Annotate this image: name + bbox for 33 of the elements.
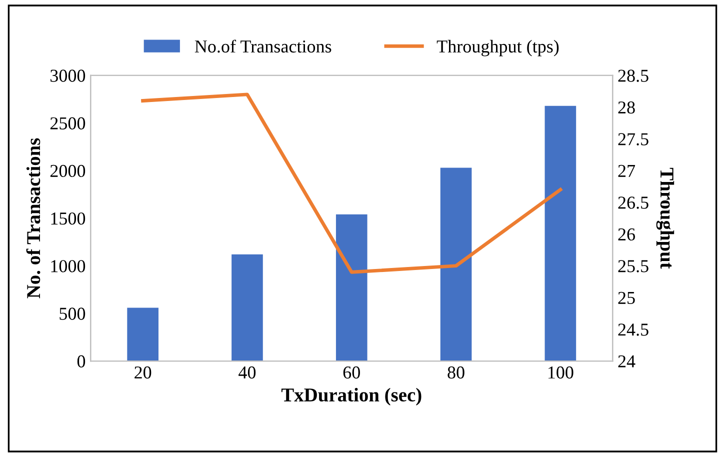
y2-tick-label: 28.5 — [618, 70, 648, 82]
y-axis-title: No. of Transactions — [26, 138, 40, 298]
y-tick-label: 1500 — [51, 212, 86, 225]
y-tick-label: 2500 — [50, 117, 86, 130]
legend-label: No.of Transactions — [194, 40, 332, 53]
y2-tick-label: 27.5 — [618, 133, 648, 146]
x-axis-title: TxDuration (sec) — [281, 388, 422, 406]
y2-tick-label: 26.5 — [618, 196, 648, 209]
bar — [440, 168, 472, 362]
x-tick-label: 40 — [238, 366, 256, 379]
x-tick-label: 100 — [548, 366, 574, 379]
y2-tick-label: 26 — [618, 228, 636, 241]
legend-label: Throughput (tps) — [436, 40, 559, 56]
x-tick-label: 80 — [448, 366, 464, 379]
bar — [544, 106, 576, 362]
y2-tick-label: 24.5 — [618, 324, 648, 336]
y-tick-label: 3000 — [50, 70, 86, 82]
x-tick-label: 60 — [343, 366, 360, 379]
line-series — [141, 92, 562, 274]
y2-tick-label: 24 — [618, 355, 636, 368]
y-tick-label: 0 — [77, 355, 86, 368]
y2-axis-title: Throughput — [656, 168, 674, 269]
bar — [336, 214, 368, 362]
bar — [127, 308, 158, 362]
y2-tick-label: 28 — [618, 101, 635, 114]
bar — [232, 254, 263, 362]
x-tick-label: 20 — [134, 366, 152, 379]
y2-tick-label: 25.5 — [618, 260, 648, 272]
y2-tick-label: 27 — [618, 164, 636, 177]
y2-tick-label: 25 — [618, 292, 635, 304]
y-tick-label: 1000 — [51, 260, 86, 272]
y-tick-label: 2000 — [50, 164, 86, 178]
y-tick-label: 500 — [60, 308, 86, 320]
